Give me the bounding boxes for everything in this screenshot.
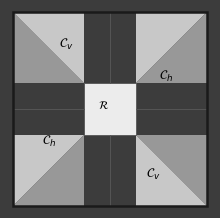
Text: $\mathcal{C}_v$: $\mathcal{C}_v$	[146, 166, 161, 182]
Polygon shape	[136, 135, 207, 206]
Text: $\mathcal{C}_v$: $\mathcal{C}_v$	[59, 36, 74, 52]
Polygon shape	[13, 12, 84, 83]
Polygon shape	[136, 12, 207, 83]
Bar	[84, 83, 136, 135]
Polygon shape	[136, 12, 207, 83]
Text: $\mathcal{C}_h$: $\mathcal{C}_h$	[42, 134, 57, 149]
Text: $\mathcal{C}_h$: $\mathcal{C}_h$	[159, 69, 173, 84]
Polygon shape	[13, 135, 84, 206]
Polygon shape	[13, 12, 84, 83]
Polygon shape	[136, 135, 207, 206]
Bar	[13, 12, 207, 206]
Polygon shape	[13, 135, 84, 206]
Text: $\mathcal{R}$: $\mathcal{R}$	[98, 99, 109, 111]
